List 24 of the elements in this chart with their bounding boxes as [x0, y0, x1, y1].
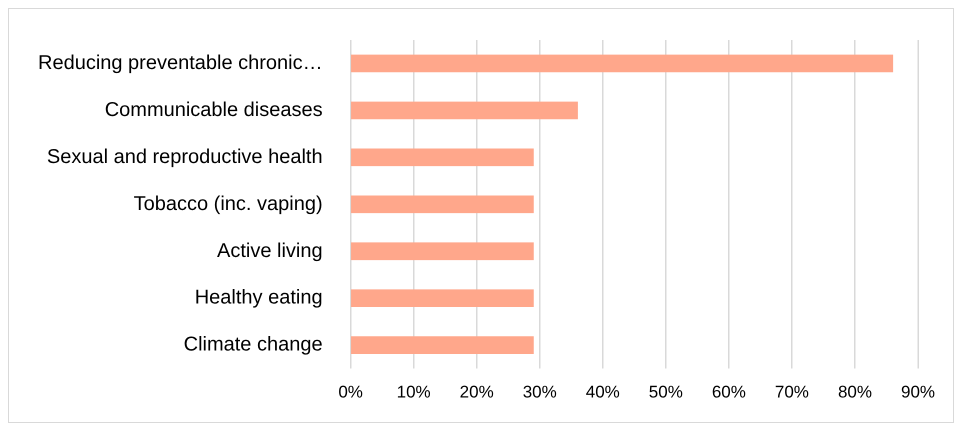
x-tick-label: 70%: [774, 382, 809, 402]
bar: [351, 336, 534, 354]
bar: [351, 54, 894, 72]
x-tick-label: 0%: [338, 382, 363, 402]
y-tick-label: Reducing preventable chronic…: [38, 52, 323, 74]
x-tick-label: 90%: [900, 382, 936, 402]
x-tick-label: 60%: [712, 382, 746, 402]
bar: [351, 242, 534, 260]
x-tick-label: 20%: [460, 382, 494, 402]
y-tick-label: Communicable diseases: [104, 98, 323, 121]
bar: [351, 148, 534, 166]
bar: [351, 195, 534, 214]
bar: [351, 289, 534, 308]
y-tick-label: Climate change: [184, 334, 323, 356]
x-tick-label: 80%: [838, 382, 872, 402]
x-tick-label: 40%: [586, 382, 620, 402]
x-tick-label: 10%: [396, 382, 431, 402]
bar: [351, 102, 578, 120]
x-tick-label: 50%: [648, 382, 683, 402]
x-tick-label: 30%: [522, 382, 557, 402]
y-tick-label: Healthy eating: [194, 286, 323, 309]
y-tick-label: Tobacco (inc. vaping): [134, 192, 323, 215]
y-tick-label: Active living: [217, 240, 323, 262]
y-tick-label: Sexual and reproductive health: [46, 146, 323, 168]
